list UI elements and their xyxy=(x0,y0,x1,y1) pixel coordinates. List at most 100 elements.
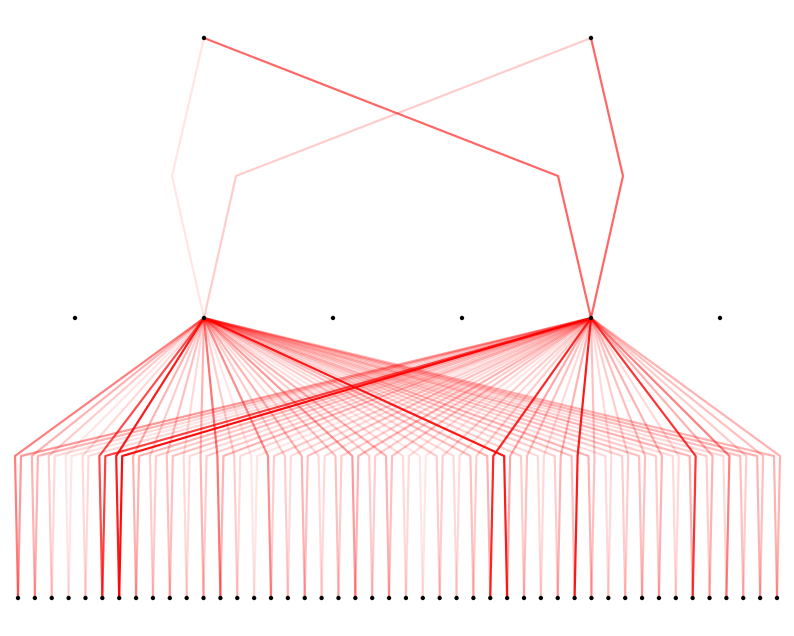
edge-middle-1-bottom-0 xyxy=(13,317,205,599)
edge-middle-1-bottom-19 xyxy=(203,317,340,599)
node-bottom-26 xyxy=(454,595,459,601)
node-bottom-34 xyxy=(589,595,594,601)
node-bottom-45 xyxy=(774,595,780,601)
edge-middle-4-bottom-0 xyxy=(16,316,592,599)
edge-middle-4-bottom-23 xyxy=(404,317,592,599)
edge-middle-4-bottom-14 xyxy=(253,316,592,599)
node-middle-1 xyxy=(201,315,207,321)
edge-top-1-middle-4 xyxy=(589,37,625,319)
edge-middle-4-bottom-9 xyxy=(168,316,592,599)
node-bottom-38 xyxy=(656,595,662,601)
node-bottom-6 xyxy=(117,595,122,601)
edge-middle-1-bottom-35 xyxy=(203,316,610,599)
edge-middle-1-bottom-21 xyxy=(203,317,374,599)
node-bottom-17 xyxy=(302,595,307,601)
edge-middle-4-bottom-10 xyxy=(185,316,592,599)
edge-middle-4-bottom-33 xyxy=(573,317,593,599)
node-bottom-28 xyxy=(488,595,493,601)
edge-middle-1-bottom-39 xyxy=(203,316,677,599)
node-bottom-44 xyxy=(757,595,763,601)
edge-middle-1-bottom-38 xyxy=(203,316,661,599)
node-bottom-1 xyxy=(32,595,38,601)
edge-middle-4-bottom-20 xyxy=(354,317,592,599)
node-bottom-22 xyxy=(386,595,392,601)
edge-middle-4-bottom-35 xyxy=(589,317,613,599)
edge-middle-4-bottom-24 xyxy=(421,317,592,599)
edge-middle-1-bottom-32 xyxy=(203,316,559,599)
edge-layer xyxy=(13,36,782,599)
edge-middle-1-bottom-42 xyxy=(203,316,728,599)
edge-middle-4-bottom-28 xyxy=(489,317,592,599)
node-bottom-25 xyxy=(437,595,442,601)
edge-middle-1-bottom-43 xyxy=(203,316,745,599)
edge-middle-1-bottom-5 xyxy=(98,317,205,599)
node-bottom-5 xyxy=(100,595,105,601)
node-bottom-4 xyxy=(83,595,88,601)
edge-middle-1-bottom-17 xyxy=(203,317,306,599)
node-bottom-31 xyxy=(538,595,544,601)
node-bottom-37 xyxy=(639,595,645,601)
edge-middle-4-bottom-44 xyxy=(590,317,765,599)
edge-middle-4-bottom-1 xyxy=(33,316,592,599)
edge-middle-4-bottom-26 xyxy=(455,317,592,599)
edge-middle-4-bottom-8 xyxy=(151,316,592,599)
edge-middle-4-bottom-13 xyxy=(236,316,592,599)
edge-middle-4-bottom-39 xyxy=(590,317,680,599)
node-middle-0 xyxy=(72,315,78,321)
edge-middle-4-bottom-11 xyxy=(202,316,592,599)
node-bottom-24 xyxy=(420,595,425,601)
edge-middle-1-bottom-34 xyxy=(203,316,593,599)
edge-middle-4-bottom-25 xyxy=(438,317,592,599)
edge-middle-1-bottom-44 xyxy=(203,316,762,599)
edge-middle-1-bottom-45 xyxy=(203,316,779,599)
node-bottom-13 xyxy=(235,595,240,601)
edge-middle-1-bottom-18 xyxy=(203,317,323,599)
edge-middle-1-bottom-1 xyxy=(30,317,205,599)
edge-middle-4-bottom-30 xyxy=(522,317,592,599)
edge-middle-4-bottom-21 xyxy=(371,317,592,599)
edge-middle-1-bottom-15 xyxy=(203,317,273,599)
node-middle-3 xyxy=(459,315,465,321)
edge-middle-1-bottom-33 xyxy=(203,316,576,599)
node-bottom-16 xyxy=(285,595,291,601)
node-bottom-33 xyxy=(572,595,577,601)
node-top-1 xyxy=(588,35,594,41)
node-bottom-27 xyxy=(471,595,476,601)
edge-middle-4-bottom-29 xyxy=(506,317,592,599)
edge-middle-1-bottom-30 xyxy=(203,316,526,599)
node-bottom-2 xyxy=(49,595,54,601)
edge-middle-4-bottom-6 xyxy=(118,316,592,599)
node-bottom-3 xyxy=(66,595,71,601)
edge-middle-4-bottom-22 xyxy=(387,317,592,599)
edge-middle-1-bottom-31 xyxy=(203,316,542,599)
edge-middle-1-bottom-12 xyxy=(202,317,222,599)
node-bottom-0 xyxy=(15,595,21,601)
edge-middle-4-bottom-15 xyxy=(269,316,592,599)
edge-middle-4-bottom-38 xyxy=(590,317,664,599)
edge-middle-1-bottom-24 xyxy=(203,317,424,599)
edge-middle-1-bottom-7 xyxy=(131,317,205,599)
edge-middle-4-bottom-16 xyxy=(286,317,592,599)
node-bottom-23 xyxy=(403,595,409,601)
edge-middle-4-bottom-7 xyxy=(134,316,592,599)
edge-middle-4-bottom-32 xyxy=(556,317,593,599)
edge-middle-1-bottom-25 xyxy=(203,317,441,599)
node-bottom-19 xyxy=(336,595,341,601)
node-bottom-29 xyxy=(504,595,510,601)
node-bottom-9 xyxy=(167,595,172,601)
node-middle-4 xyxy=(588,315,594,321)
edge-middle-1-bottom-2 xyxy=(47,317,205,599)
edge-middle-4-bottom-18 xyxy=(320,317,592,599)
edge-middle-1-bottom-9 xyxy=(165,317,206,599)
edge-top-0-middle-1 xyxy=(170,37,206,319)
edge-middle-4-bottom-37 xyxy=(589,317,647,599)
edge-middle-1-bottom-14 xyxy=(202,317,256,599)
node-bottom-15 xyxy=(268,595,274,601)
edge-middle-1-bottom-11 xyxy=(199,317,206,599)
edge-middle-1-bottom-27 xyxy=(203,317,475,599)
node-bottom-35 xyxy=(606,595,611,601)
node-bottom-10 xyxy=(184,595,189,601)
edge-middle-1-bottom-3 xyxy=(64,317,205,599)
edge-middle-4-bottom-36 xyxy=(589,317,630,599)
